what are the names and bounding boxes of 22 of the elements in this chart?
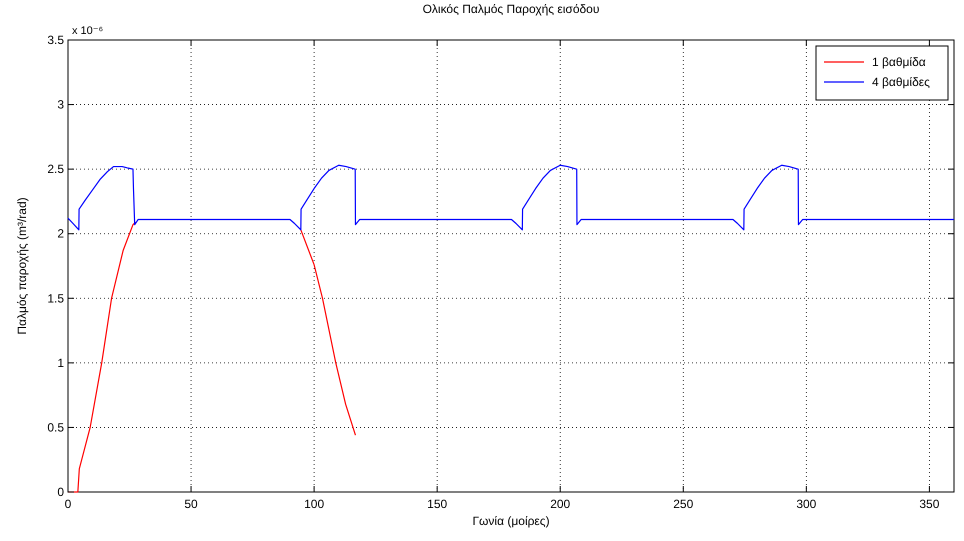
x-tick-label: 200 [550, 497, 571, 511]
y-tick-label: 1.5 [47, 291, 64, 306]
y-tick-label: 0.5 [47, 420, 64, 434]
x-tick-label: 300 [796, 497, 817, 511]
y-tick-label: 2.5 [47, 162, 64, 176]
y-tick-label: 1 [57, 356, 64, 370]
y-tick-label: 0 [57, 485, 64, 499]
x-tick-label: 250 [673, 497, 694, 511]
x-tick-label: 100 [304, 497, 324, 511]
y-tick-label: 2 [57, 226, 64, 241]
line-series [67, 164, 955, 230]
x-tick-label: 150 [427, 497, 448, 511]
chart-title: Ολικός Παλμός Παροχής εισόδου [422, 2, 600, 16]
legend-label: 4 βαθμίδες [872, 75, 930, 89]
text: x 10⁻⁶ [72, 25, 104, 37]
y-tick-label: 3 [57, 98, 64, 112]
x-tick-label: 50 [184, 497, 198, 511]
legend-label: 1 βαθμίδα [872, 55, 926, 69]
x-axis-title: Γωνία (μοίρες) [472, 514, 550, 528]
x-tick-label: 350 [919, 497, 940, 511]
y-tick-label: 3.5 [47, 33, 64, 47]
y-axis-title: Παλμός παροχής (m³/rad) [15, 197, 29, 335]
